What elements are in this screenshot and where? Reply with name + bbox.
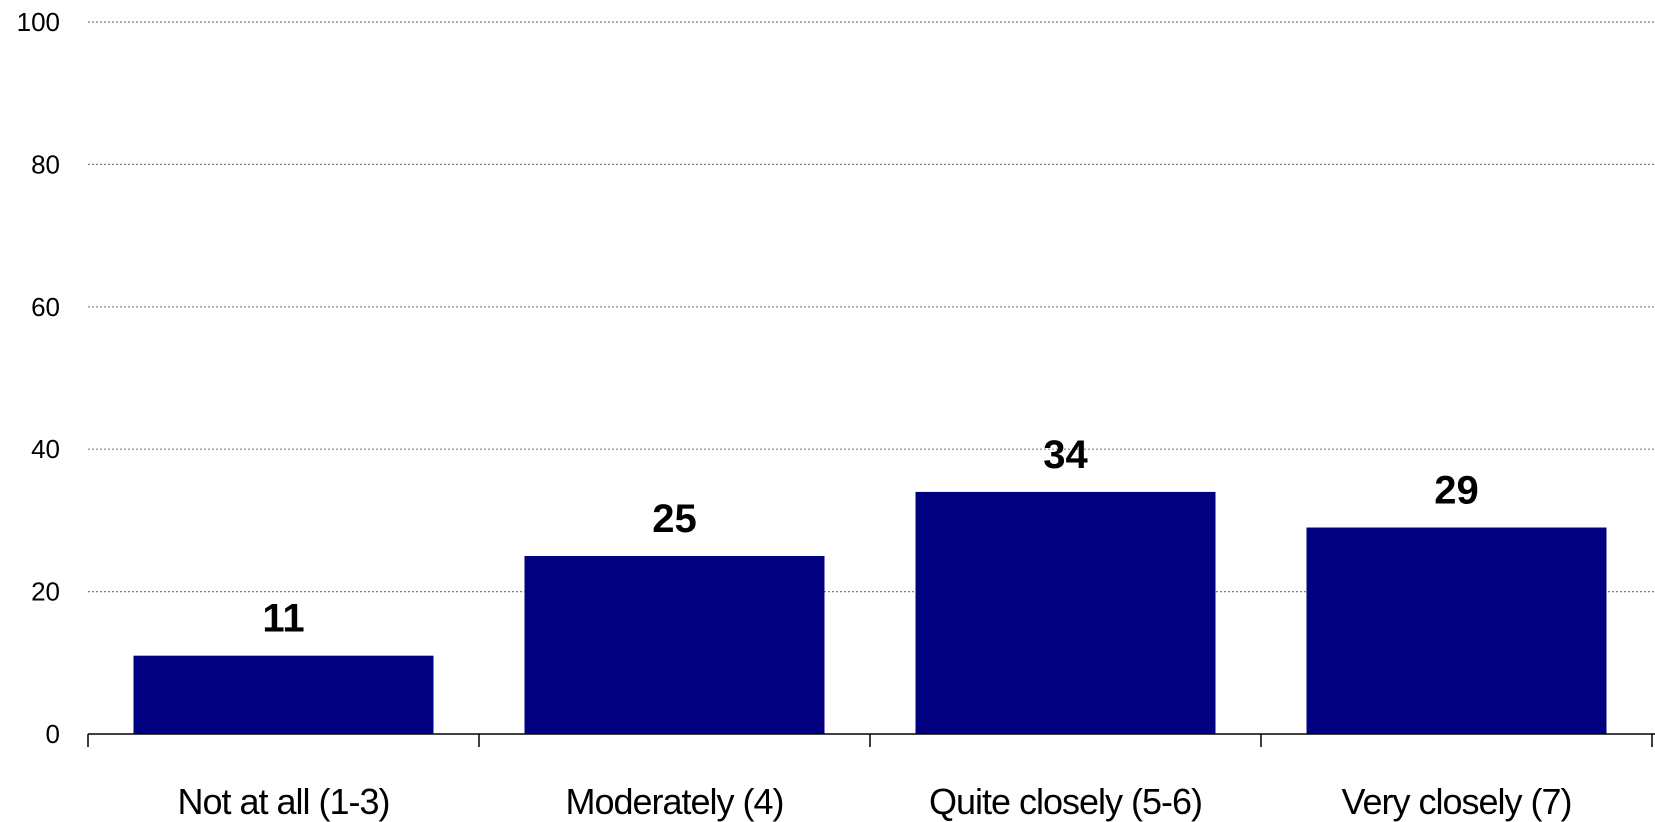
y-tick-label: 100: [17, 7, 60, 37]
x-category-label: Not at all (1-3): [177, 781, 389, 822]
x-category-label: Moderately (4): [565, 781, 783, 822]
x-category-label: Quite closely (5-6): [929, 781, 1202, 822]
bars: [134, 492, 1607, 734]
x-category-labels: Not at all (1-3) Moderately (4) Quite clos…: [177, 781, 1571, 822]
data-labels: 11 25 34 29: [262, 433, 1478, 641]
x-category-label: Very closely (7): [1341, 781, 1571, 822]
y-tick-label: 40: [31, 434, 60, 464]
y-tick-label: 80: [31, 149, 60, 179]
y-tick-label: 60: [31, 292, 60, 322]
data-label: 25: [652, 497, 697, 541]
y-tick-labels: 0 20 40 60 80 100: [17, 7, 60, 749]
y-tick-label: 20: [31, 577, 60, 607]
bar: [134, 656, 434, 734]
bar: [916, 492, 1216, 734]
data-label: 11: [262, 597, 304, 641]
gridlines: [88, 22, 1655, 592]
axes: [88, 734, 1655, 747]
y-tick-label: 0: [46, 719, 60, 749]
data-label: 29: [1434, 469, 1479, 513]
bar: [525, 556, 825, 734]
bar: [1307, 528, 1607, 734]
data-label: 34: [1043, 433, 1088, 477]
